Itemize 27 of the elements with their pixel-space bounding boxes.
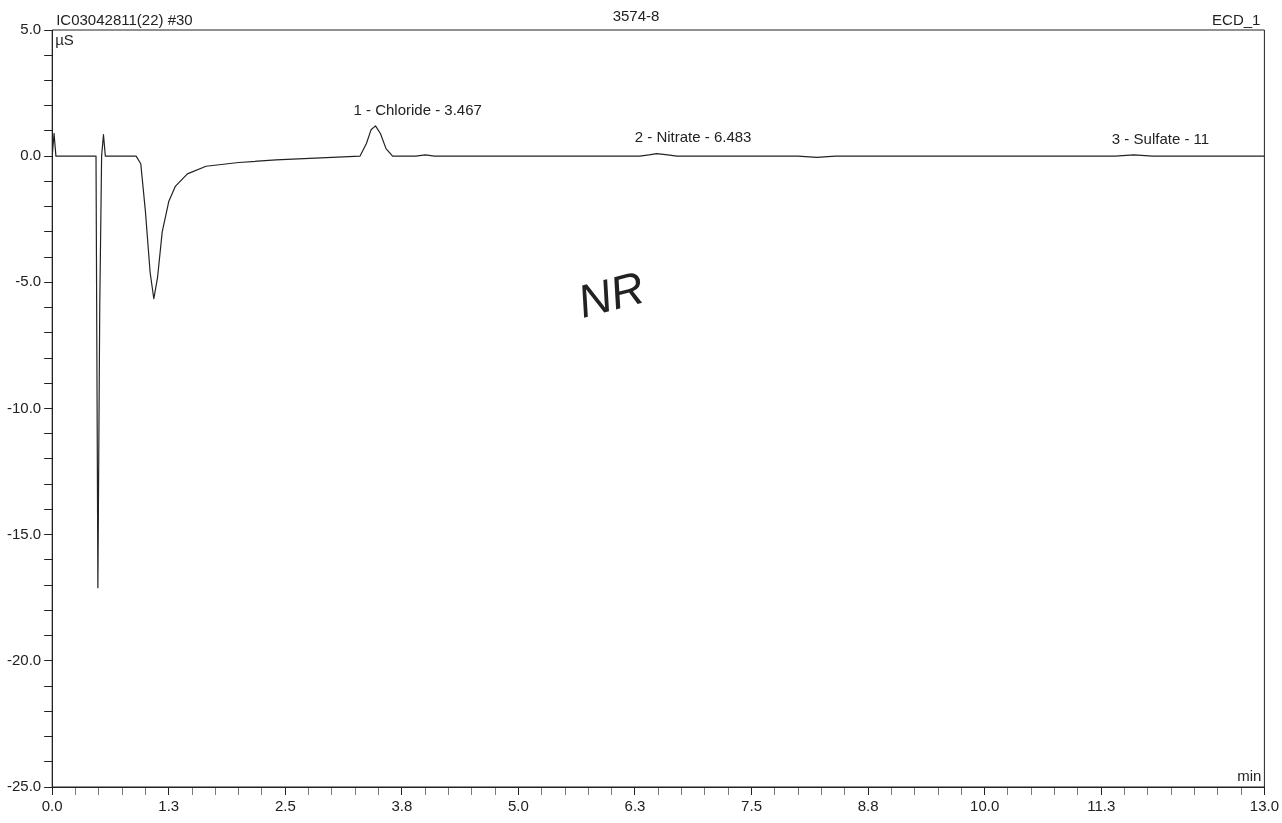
y-tick-label: 0.0	[20, 146, 42, 164]
x-tick-label: 1.3	[158, 797, 180, 815]
y-tick-label: -15.0	[6, 524, 42, 542]
y-tick-label: -25.0	[6, 777, 42, 795]
x-tick-label: 10.0	[970, 797, 1000, 815]
x-tick-label: 7.5	[741, 797, 762, 815]
annotation: NR	[572, 260, 650, 328]
x-tick-label: 5.0	[508, 797, 529, 815]
x-tick-label: 3.8	[391, 797, 413, 815]
y-axis-title: µS	[55, 30, 74, 48]
y-tick-label: -10.0	[6, 398, 42, 416]
x-tick-label: 11.3	[1087, 797, 1116, 815]
x-tick-label: 6.3	[624, 797, 646, 815]
y-tick-label: 5.0	[20, 20, 42, 38]
x-tick-label: 8.8	[857, 797, 879, 815]
text: IC03042811(22) #30	[56, 10, 193, 28]
annotation: 3 - Sulfate - 11	[1111, 129, 1210, 147]
x-tick-label: 13.0	[1249, 797, 1279, 815]
annotation: 1 - Chloride - 3.467	[353, 100, 482, 118]
x-axis-title: min	[1237, 766, 1262, 784]
x-tick-label: 0.0	[41, 797, 63, 815]
annotation: 2 - Nitrate - 6.483	[634, 128, 752, 146]
x-tick-label: 2.5	[274, 797, 296, 815]
y-tick-label: -5.0	[15, 272, 42, 290]
text: ECD_1	[1212, 10, 1261, 28]
y-tick-label: -20.0	[6, 650, 42, 668]
chart-title: 3574-8	[612, 7, 660, 25]
